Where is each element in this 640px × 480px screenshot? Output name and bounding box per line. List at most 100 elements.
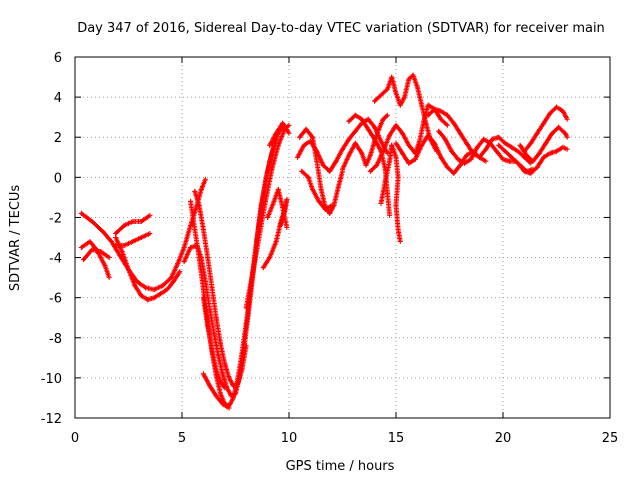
data-point: [425, 102, 431, 108]
data-point: [509, 154, 515, 160]
series-trace-8: [188, 136, 279, 409]
data-point: [494, 148, 500, 154]
data-point: [209, 285, 215, 291]
data-point: [226, 375, 232, 381]
data-point: [412, 156, 418, 162]
data-point: [340, 166, 345, 172]
data-point: [327, 168, 333, 174]
data-point: [230, 383, 236, 389]
data-point: [200, 287, 206, 293]
data-point: [310, 186, 315, 192]
data-point: [108, 239, 114, 244]
data-point: [318, 186, 324, 192]
data-point: [517, 142, 523, 148]
data-point: [138, 235, 144, 240]
data-point: [515, 160, 521, 166]
data-segment: [196, 202, 206, 231]
data-point: [556, 124, 562, 130]
data-point: [524, 152, 529, 158]
data-point: [243, 305, 249, 311]
data-point: [380, 148, 386, 154]
data-point: [151, 295, 157, 301]
data-point: [215, 353, 221, 359]
data-point: [213, 367, 219, 373]
data-point: [395, 227, 401, 232]
series-trace-15: [267, 120, 292, 148]
data-point: [352, 140, 358, 146]
data-segment: [393, 154, 401, 179]
series-trace-22: [367, 102, 450, 174]
data-point: [222, 361, 228, 367]
data-point: [489, 136, 495, 142]
data-point: [515, 148, 521, 154]
y-tick-label: 2: [54, 131, 62, 146]
data-point: [89, 247, 95, 252]
data-point: [211, 331, 217, 337]
data-point: [286, 130, 292, 136]
y-tick-label: -6: [49, 292, 62, 307]
data-point: [367, 152, 373, 158]
data-point: [218, 391, 223, 397]
data-point: [126, 267, 131, 273]
data-point: [192, 227, 198, 232]
data-point: [269, 150, 275, 156]
data-point: [205, 323, 211, 329]
series-trace-27: [496, 142, 570, 176]
data-point: [226, 405, 232, 411]
data-point: [188, 198, 194, 204]
data-point: [158, 291, 164, 297]
plot-frame: [74, 56, 611, 419]
series-trace-1: [78, 176, 208, 293]
data-point: [218, 379, 223, 385]
data-point: [387, 158, 393, 164]
data-point: [260, 265, 266, 271]
y-tick-label: -2: [49, 211, 62, 226]
data-point: [346, 136, 352, 142]
data-point: [384, 150, 390, 156]
data-point: [384, 112, 390, 118]
data-point: [541, 120, 547, 126]
data-point: [547, 150, 553, 156]
data-point: [181, 259, 187, 265]
series-trace-9: [192, 188, 249, 389]
data-point: [393, 90, 399, 96]
x-tick-label: 5: [178, 431, 186, 446]
data-point: [269, 166, 275, 172]
data-point: [393, 202, 399, 208]
data-point: [333, 158, 339, 164]
data-point: [164, 287, 170, 293]
data-point: [280, 120, 286, 126]
data-point: [438, 154, 444, 160]
data-point: [213, 393, 219, 399]
data-point: [384, 86, 390, 92]
data-point: [175, 261, 181, 267]
data-point: [147, 212, 153, 218]
data-point: [243, 321, 249, 327]
data-point: [188, 223, 194, 228]
data-point: [506, 158, 512, 164]
y-axis-title: SDTVAR / TECUs: [8, 185, 23, 292]
data-point: [151, 287, 157, 293]
grid-lines: [75, 57, 610, 418]
data-point: [89, 219, 95, 224]
data-point: [425, 132, 431, 138]
data-point: [301, 142, 307, 148]
data-point: [444, 164, 450, 170]
data-point: [284, 196, 290, 202]
data-point: [143, 285, 149, 291]
data-point: [310, 134, 315, 140]
data-point: [438, 108, 444, 114]
data-point: [387, 212, 393, 218]
data-point: [102, 263, 108, 269]
data-point: [468, 156, 474, 162]
data-point: [346, 118, 352, 124]
data-point: [314, 158, 320, 164]
x-tick-label: 15: [388, 431, 405, 446]
data-point: [406, 160, 412, 166]
data-point: [275, 142, 281, 148]
data-point: [449, 148, 455, 154]
data-point: [502, 140, 508, 146]
data-point: [113, 235, 119, 240]
data-point: [200, 295, 206, 301]
data-point: [121, 223, 127, 228]
